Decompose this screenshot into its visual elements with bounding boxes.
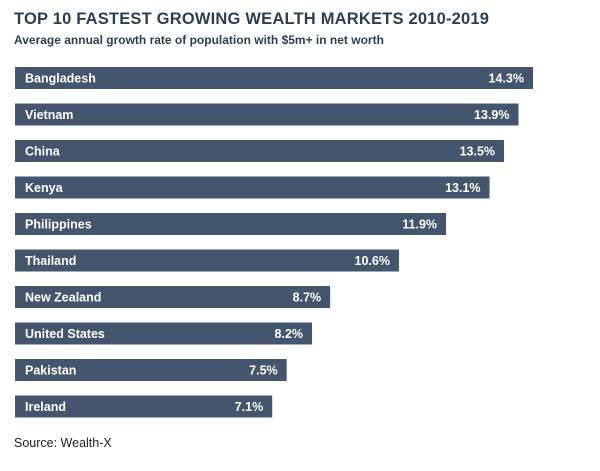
category-label: Vietnam	[25, 108, 73, 122]
category-label: New Zealand	[25, 291, 101, 305]
bar-philippines	[15, 213, 447, 235]
bar-ireland	[15, 395, 273, 418]
category-label: Thailand	[25, 254, 76, 268]
bar-china	[15, 140, 505, 162]
source-note: Source: Wealth-X	[14, 436, 112, 450]
category-label: Philippines	[25, 218, 92, 232]
chart-title: TOP 10 FASTEST GROWING WEALTH MARKETS 20…	[14, 10, 490, 28]
bar-bangladesh	[15, 67, 533, 89]
value-label: 11.9%	[402, 218, 437, 232]
value-label: 13.5%	[460, 145, 495, 159]
value-label: 7.5%	[249, 364, 278, 378]
value-label: 8.7%	[293, 291, 322, 305]
bar-united-states	[15, 322, 313, 345]
category-label: Bangladesh	[25, 72, 96, 86]
category-label: United States	[25, 327, 105, 341]
category-label: Pakistan	[25, 364, 76, 378]
chart-subtitle: Average annual growth rate of population…	[14, 33, 384, 47]
category-label: China	[25, 145, 61, 159]
value-label: 14.3%	[489, 72, 524, 86]
value-label: 13.9%	[474, 108, 509, 122]
value-label: 7.1%	[235, 400, 264, 414]
value-label: 8.2%	[275, 327, 304, 341]
bar-kenya	[15, 176, 490, 199]
bar-new-zealand	[15, 286, 331, 308]
category-label: Ireland	[25, 400, 66, 414]
category-label: Kenya	[25, 181, 64, 195]
bar-vietnam	[15, 103, 519, 126]
value-label: 10.6%	[355, 254, 390, 268]
bar-thailand	[15, 249, 399, 272]
bar-pakistan	[15, 359, 287, 381]
value-label: 13.1%	[445, 181, 480, 195]
